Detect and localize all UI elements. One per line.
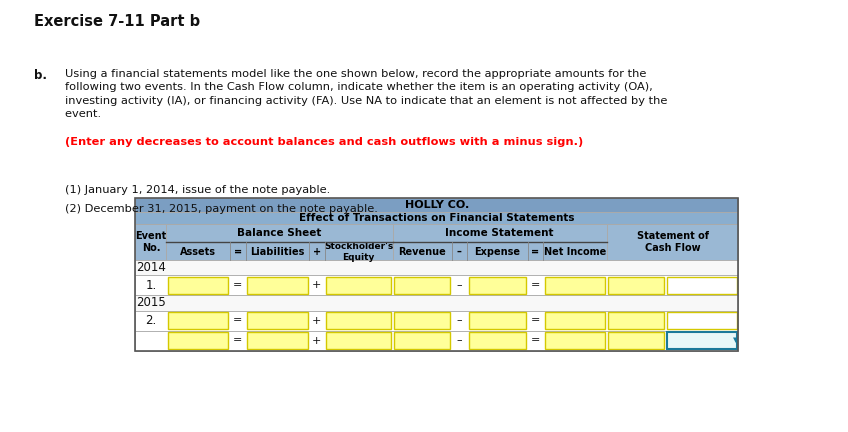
Bar bbox=[394, 332, 450, 349]
Bar bbox=[544, 276, 605, 294]
Bar bbox=[136, 260, 739, 275]
Text: +: + bbox=[313, 247, 321, 257]
Bar bbox=[168, 276, 228, 294]
Text: Net Income: Net Income bbox=[544, 247, 606, 257]
Text: (1) January 1, 2014, issue of the note payable.: (1) January 1, 2014, issue of the note p… bbox=[65, 185, 331, 195]
Bar bbox=[247, 312, 308, 329]
Text: Liabilities: Liabilities bbox=[250, 247, 304, 257]
Text: 2015: 2015 bbox=[136, 296, 166, 309]
Text: =: = bbox=[234, 247, 242, 257]
Bar bbox=[168, 332, 228, 349]
Text: =: = bbox=[233, 315, 243, 326]
Bar bbox=[667, 312, 737, 329]
Text: Income Statement: Income Statement bbox=[445, 228, 554, 238]
Text: =: = bbox=[233, 336, 243, 346]
Bar bbox=[469, 276, 526, 294]
Text: –: – bbox=[457, 247, 462, 257]
Bar bbox=[136, 295, 739, 311]
Bar bbox=[136, 212, 739, 224]
Text: Revenue: Revenue bbox=[399, 247, 446, 257]
Bar bbox=[608, 276, 664, 294]
Text: Balance Sheet: Balance Sheet bbox=[237, 228, 321, 238]
Text: =: = bbox=[233, 280, 243, 290]
Text: (2) December 31, 2015, payment on the note payable.: (2) December 31, 2015, payment on the no… bbox=[65, 204, 378, 214]
Text: Effect of Transactions on Financial Statements: Effect of Transactions on Financial Stat… bbox=[299, 213, 575, 223]
Text: –: – bbox=[456, 315, 462, 326]
Bar bbox=[326, 312, 391, 329]
Text: –: – bbox=[456, 280, 462, 290]
Bar bbox=[469, 332, 526, 349]
Bar bbox=[136, 311, 739, 330]
Bar bbox=[136, 330, 739, 351]
Bar bbox=[247, 276, 308, 294]
Bar bbox=[667, 276, 737, 294]
Text: ▼: ▼ bbox=[733, 337, 738, 343]
Bar bbox=[544, 332, 605, 349]
Bar bbox=[136, 198, 739, 351]
Text: Using a financial statements model like the one shown below, record the appropri: Using a financial statements model like … bbox=[65, 69, 667, 119]
Text: =: = bbox=[531, 336, 540, 346]
Text: =: = bbox=[531, 280, 540, 290]
Text: +: + bbox=[312, 315, 321, 326]
Text: Event
No.: Event No. bbox=[136, 231, 166, 253]
Text: Statement of
Cash Flow: Statement of Cash Flow bbox=[637, 231, 709, 253]
Text: 1.: 1. bbox=[145, 279, 157, 292]
Bar bbox=[326, 332, 391, 349]
Text: Expense: Expense bbox=[474, 247, 521, 257]
Text: +: + bbox=[312, 336, 321, 346]
Bar bbox=[394, 276, 450, 294]
Bar bbox=[136, 224, 739, 260]
Text: HOLLY CO.: HOLLY CO. bbox=[404, 200, 469, 210]
Bar bbox=[544, 312, 605, 329]
Text: =: = bbox=[532, 247, 539, 257]
Bar bbox=[667, 332, 737, 349]
Text: Assets: Assets bbox=[181, 247, 216, 257]
Bar bbox=[247, 332, 308, 349]
Bar bbox=[469, 312, 526, 329]
Text: Stockholder's
Equity: Stockholder's Equity bbox=[324, 242, 393, 262]
Text: b.: b. bbox=[34, 69, 47, 82]
Bar bbox=[394, 312, 450, 329]
Bar bbox=[608, 312, 664, 329]
Bar bbox=[606, 224, 739, 260]
Bar bbox=[608, 332, 664, 349]
Bar bbox=[136, 275, 739, 295]
Bar bbox=[326, 276, 391, 294]
Bar bbox=[393, 224, 606, 260]
Text: 2014: 2014 bbox=[136, 261, 166, 274]
Bar bbox=[136, 224, 166, 260]
Text: 2.: 2. bbox=[145, 314, 157, 327]
Text: (Enter any decreases to account balances and cash outflows with a minus sign.): (Enter any decreases to account balances… bbox=[65, 137, 583, 147]
Bar bbox=[136, 198, 739, 212]
Text: –: – bbox=[456, 336, 462, 346]
Bar bbox=[168, 312, 228, 329]
Text: Exercise 7-11 Part b: Exercise 7-11 Part b bbox=[34, 14, 200, 29]
Text: +: + bbox=[312, 280, 321, 290]
Text: =: = bbox=[531, 315, 540, 326]
Bar bbox=[166, 224, 393, 260]
